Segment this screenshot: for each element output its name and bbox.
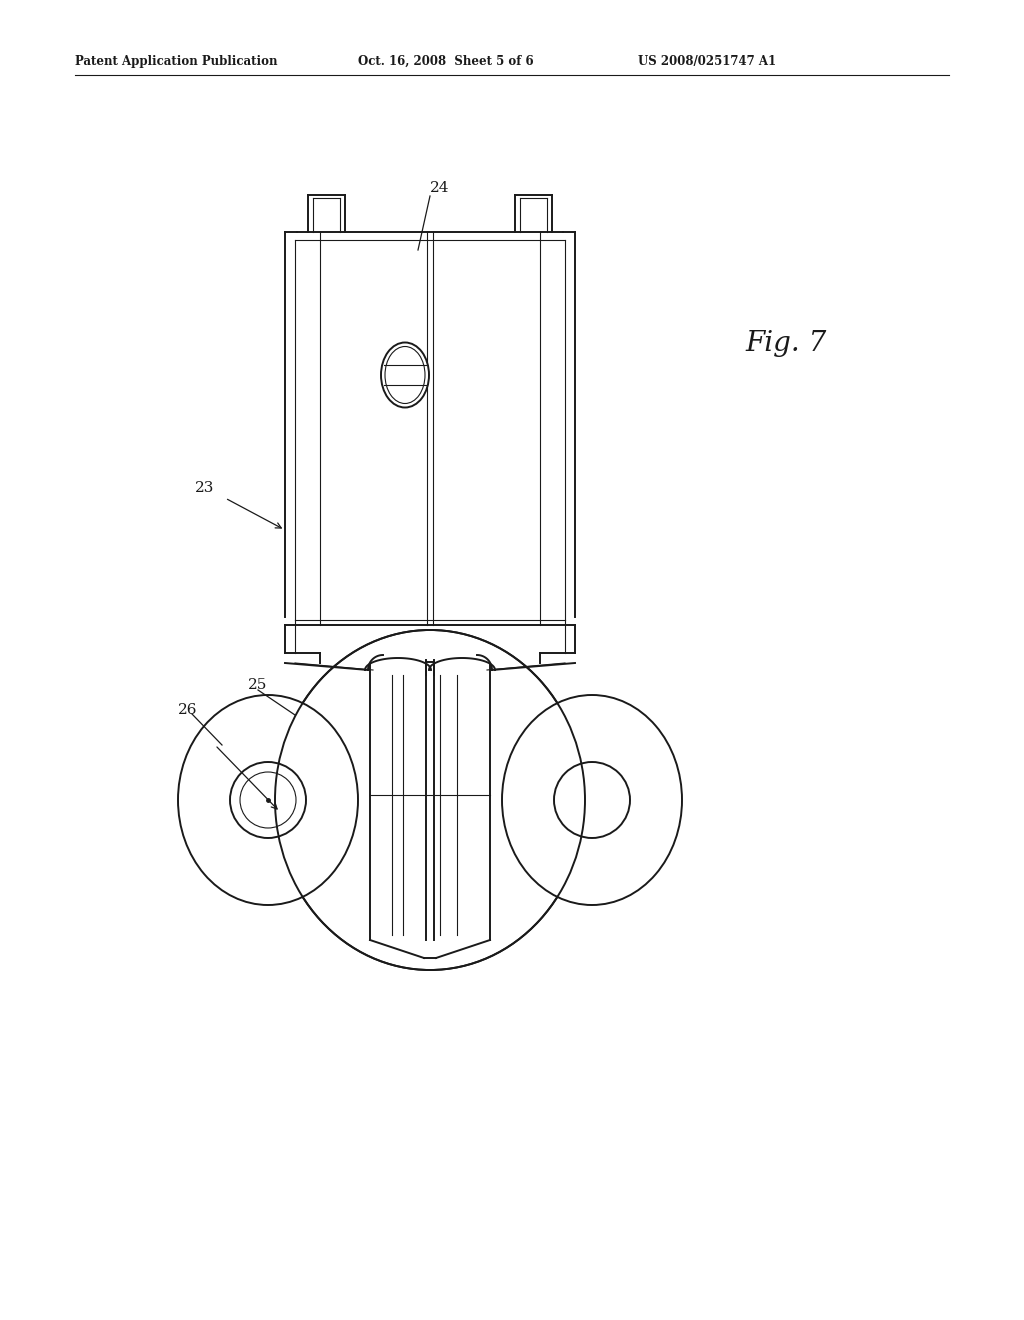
Text: Patent Application Publication: Patent Application Publication xyxy=(75,55,278,69)
Ellipse shape xyxy=(230,762,306,838)
Ellipse shape xyxy=(554,762,630,838)
Text: Fig. 7: Fig. 7 xyxy=(745,330,826,356)
Text: US 2008/0251747 A1: US 2008/0251747 A1 xyxy=(638,55,776,69)
Text: 23: 23 xyxy=(195,480,214,495)
Text: 24: 24 xyxy=(430,181,450,195)
Ellipse shape xyxy=(178,696,358,906)
Ellipse shape xyxy=(502,696,682,906)
Text: 25: 25 xyxy=(248,678,267,692)
Ellipse shape xyxy=(275,630,585,970)
Ellipse shape xyxy=(381,342,429,408)
Text: 26: 26 xyxy=(178,704,198,717)
Text: Oct. 16, 2008  Sheet 5 of 6: Oct. 16, 2008 Sheet 5 of 6 xyxy=(358,55,534,69)
